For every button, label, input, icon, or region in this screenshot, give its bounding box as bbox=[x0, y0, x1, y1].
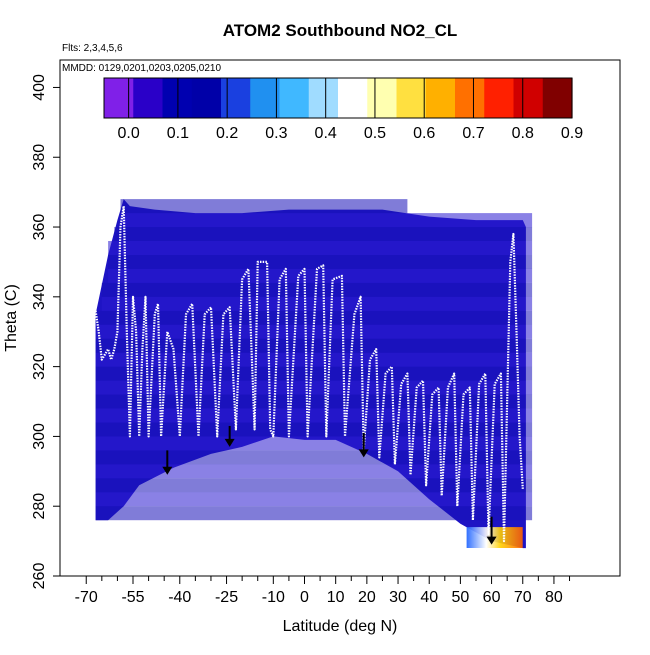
profile-arrow bbox=[358, 432, 369, 458]
x-axis: -70 -55 -40 -25 -10 0 10 20 30 40 50 60 70 80 bbox=[75, 576, 571, 606]
field-band bbox=[108, 241, 533, 255]
field-band bbox=[95, 422, 533, 437]
field-band bbox=[95, 436, 533, 451]
colorbar-tick-label: 0.9 bbox=[561, 125, 583, 142]
colorbar-segment bbox=[367, 78, 398, 118]
y-tick-label: 320 bbox=[31, 353, 48, 380]
y-axis: 260 280 300 320 340 360 380 400 bbox=[31, 74, 60, 589]
heatmap-field bbox=[95, 199, 533, 549]
colorbar-tick-label: 0.5 bbox=[364, 125, 386, 142]
field-band bbox=[108, 268, 533, 283]
chart-title: ATOM2 Southbound NO2_CL bbox=[223, 21, 458, 40]
x-tick-label: 50 bbox=[451, 589, 469, 606]
colorbar-segment bbox=[308, 78, 339, 118]
field-band bbox=[95, 338, 533, 353]
colorbar-segment bbox=[221, 78, 251, 118]
arrow-head bbox=[358, 449, 369, 458]
x-tick-label: 20 bbox=[358, 589, 376, 606]
field-band bbox=[101, 282, 533, 297]
colorbar-segment bbox=[396, 78, 427, 118]
colorbar: 0.0 0.1 0.2 0.3 0.4 0.5 0.6 0.7 0.8 0.9 bbox=[103, 77, 583, 142]
field-band bbox=[95, 366, 533, 381]
field-band bbox=[120, 213, 533, 228]
x-tick-label: 80 bbox=[545, 589, 563, 606]
colorbar-segment bbox=[542, 78, 573, 118]
y-tick-label: 360 bbox=[31, 214, 48, 241]
field-band bbox=[114, 227, 533, 241]
x-tick-label: -25 bbox=[215, 589, 238, 606]
arrow-head bbox=[486, 536, 497, 545]
x-tick-label: -10 bbox=[262, 589, 285, 606]
y-axis-label: Theta (C) bbox=[3, 284, 20, 352]
field-band bbox=[95, 380, 533, 395]
x-tick-label: -70 bbox=[75, 589, 98, 606]
colorbar-segment bbox=[484, 78, 515, 118]
arrow-head bbox=[162, 466, 173, 475]
x-tick-label: 60 bbox=[483, 589, 501, 606]
y-tick-label: 340 bbox=[31, 283, 48, 310]
profile-arrow bbox=[486, 516, 497, 545]
colorbar-segment bbox=[104, 78, 134, 118]
colorbar-tick-label: 0.3 bbox=[265, 125, 287, 142]
colorbar-tick-label: 0.0 bbox=[118, 125, 140, 142]
x-tick-label: 10 bbox=[327, 589, 345, 606]
field-band bbox=[95, 352, 533, 367]
y-tick-label: 260 bbox=[31, 563, 48, 590]
x-tick-label: 40 bbox=[420, 589, 438, 606]
colorbar-tick-label: 0.8 bbox=[512, 125, 534, 142]
x-tick-label: 0 bbox=[300, 589, 309, 606]
profile-arrow bbox=[162, 450, 173, 475]
colorbar-segment bbox=[191, 78, 222, 118]
field-band bbox=[101, 296, 533, 311]
profile-arrows bbox=[162, 425, 497, 545]
colorbar-segment bbox=[455, 78, 485, 118]
arrow-head bbox=[224, 438, 235, 447]
flights-annotation: Flts: 2,3,4,5,6 bbox=[62, 43, 123, 54]
colorbar-tick-label: 0.1 bbox=[167, 125, 189, 142]
field-band bbox=[95, 394, 533, 409]
x-tick-label: -55 bbox=[121, 589, 144, 606]
field-band bbox=[95, 506, 533, 521]
colorbar-segment bbox=[250, 78, 281, 118]
field-band bbox=[120, 199, 408, 214]
colorbar-tick-label: 0.4 bbox=[315, 125, 337, 142]
field-band bbox=[95, 464, 533, 479]
colorbar-tick-label: 0.6 bbox=[413, 125, 435, 142]
x-tick-label: 70 bbox=[514, 589, 532, 606]
field-band bbox=[95, 450, 533, 465]
flight-track bbox=[94, 205, 524, 543]
colorbar-tick-label: 0.7 bbox=[462, 125, 484, 142]
colorbar-segment bbox=[133, 78, 164, 118]
colorbar-tick-label: 0.2 bbox=[216, 125, 238, 142]
plot-frame bbox=[59, 59, 621, 577]
colorbar-segment bbox=[279, 78, 310, 118]
y-tick-label: 400 bbox=[31, 74, 48, 101]
x-tick-label: 30 bbox=[389, 589, 407, 606]
y-tick-label: 300 bbox=[31, 423, 48, 450]
dates-annotation: MMDD: 0129,0201,0203,0205,0210 bbox=[62, 63, 221, 74]
y-tick-label: 380 bbox=[31, 144, 48, 171]
colorbar-segment bbox=[338, 78, 368, 118]
field-band bbox=[95, 478, 533, 493]
colorbar-segment bbox=[513, 78, 544, 118]
colorbar-segment bbox=[425, 78, 456, 118]
x-axis-label: Latitude (deg N) bbox=[283, 618, 398, 635]
track-line bbox=[94, 205, 524, 543]
x-tick-label: -40 bbox=[168, 589, 191, 606]
field-band bbox=[95, 492, 533, 507]
y-tick-label: 280 bbox=[31, 493, 48, 520]
field-band bbox=[108, 255, 533, 269]
profile-arrow bbox=[224, 425, 235, 447]
